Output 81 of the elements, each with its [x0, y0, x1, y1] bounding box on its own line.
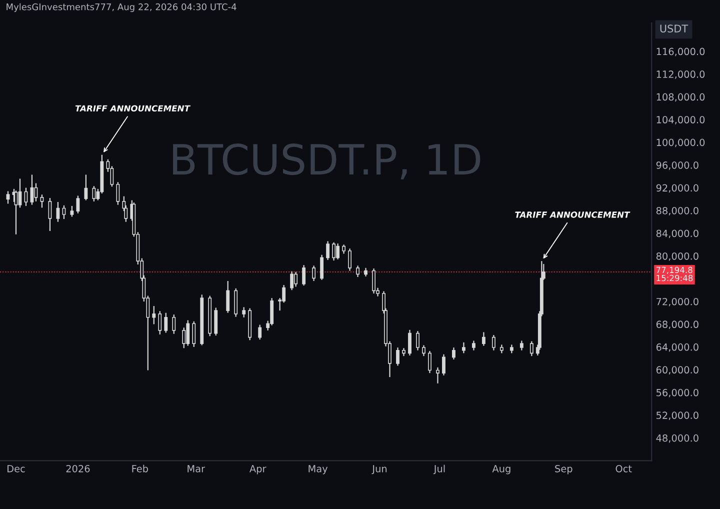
x-tick-label: Jul	[433, 464, 445, 474]
candlestick	[342, 244, 346, 254]
x-tick-label: Oct	[616, 464, 632, 472]
candlestick	[158, 310, 162, 335]
candlestick	[226, 280, 230, 314]
candlestick	[492, 334, 496, 351]
candlestick	[416, 330, 420, 351]
y-tick-label: 56,000.0	[656, 388, 698, 398]
y-tick-label: 116,000.0	[656, 48, 705, 56]
y-tick-label: 48,000.0	[656, 434, 698, 443]
candlestick	[436, 366, 440, 384]
candlestick	[40, 194, 44, 208]
x-tick-label: 2026	[66, 464, 90, 472]
y-tick-label: 92,000.0	[656, 184, 698, 193]
candlestick	[442, 354, 446, 376]
candlestick	[422, 344, 426, 357]
y-tick-label: 64,000.0	[656, 343, 698, 352]
candlestick	[408, 329, 412, 356]
candlestick	[452, 346, 456, 360]
candlestick	[84, 174, 88, 201]
text: BTCUSDT.P, 1D	[173, 144, 480, 180]
candlestick	[326, 240, 330, 261]
y-tick-label: 84,000.0	[656, 230, 698, 238]
x-tick-label: Mar	[188, 465, 206, 472]
candlestick	[482, 332, 486, 346]
x-tick-label: May	[308, 465, 328, 474]
candlestick	[396, 346, 400, 366]
y-tick-label: 68,000.0	[656, 320, 698, 330]
candlestick	[116, 182, 120, 206]
y-tick-label: 96,000.0	[656, 162, 698, 170]
candlestick	[258, 324, 262, 340]
x-tick-label: Aug	[492, 465, 510, 474]
y-tick-label: 52,000.0	[656, 412, 698, 420]
candlestick	[520, 340, 524, 351]
y-tick-label: 88,000.0	[656, 206, 698, 216]
candlestick	[76, 195, 80, 214]
y-tick-label: 72,000.0	[656, 298, 698, 306]
candlestick	[56, 201, 60, 222]
candlestick	[92, 186, 96, 202]
candlestick	[242, 306, 246, 318]
candlestick	[152, 305, 156, 325]
candlestick	[62, 204, 66, 220]
candlestick	[320, 254, 324, 280]
y-tick-label: 104,000.0	[656, 116, 705, 124]
candlestick	[70, 205, 74, 218]
text: MylesGInvestments777, Aug 22, 2026 04:30 UTC-4	[6, 3, 236, 12]
candlestick	[332, 242, 336, 262]
y-tick-label: 112,000.0	[656, 70, 705, 79]
candlestick	[356, 265, 360, 278]
candlestick	[172, 314, 176, 334]
candlestick	[530, 340, 534, 357]
annotation: TARIFF ANNOUNCEMENT	[75, 105, 191, 112]
candlestick	[336, 242, 340, 260]
candlestick	[472, 340, 476, 351]
x-tick-label: Feb	[132, 464, 148, 472]
x-tick-label: Apr	[250, 465, 266, 474]
candlestick	[302, 264, 306, 286]
x-tick-label: Sep	[555, 464, 572, 474]
y-axis-title: USDT	[660, 24, 688, 32]
candlestick	[462, 342, 466, 354]
y-tick-label: 108,000.0	[656, 93, 705, 102]
candlestick	[6, 190, 10, 204]
x-tick-label: Dec	[8, 465, 25, 472]
annotation: TARIFF ANNOUNCEMENT	[515, 212, 630, 218]
ref-line-label: 77,194.8 15:29:48	[656, 266, 693, 282]
candlestick	[182, 327, 186, 349]
y-tick-label: 60,000.0	[656, 366, 698, 375]
candlestick	[372, 268, 376, 294]
candlestick	[294, 271, 298, 288]
candlestick	[312, 265, 316, 282]
candlestick	[214, 307, 218, 336]
candlestick	[290, 270, 294, 291]
candlestick	[186, 320, 190, 346]
candlestick	[234, 288, 238, 318]
y-tick-label: 100,000.0	[656, 138, 705, 148]
candlestick	[428, 350, 432, 374]
x-tick-label: Jun	[372, 465, 387, 474]
candlestick	[164, 312, 168, 334]
candlestick	[192, 320, 196, 348]
candlestick	[348, 248, 352, 272]
y-tick-label: 80,000.0	[656, 252, 698, 261]
